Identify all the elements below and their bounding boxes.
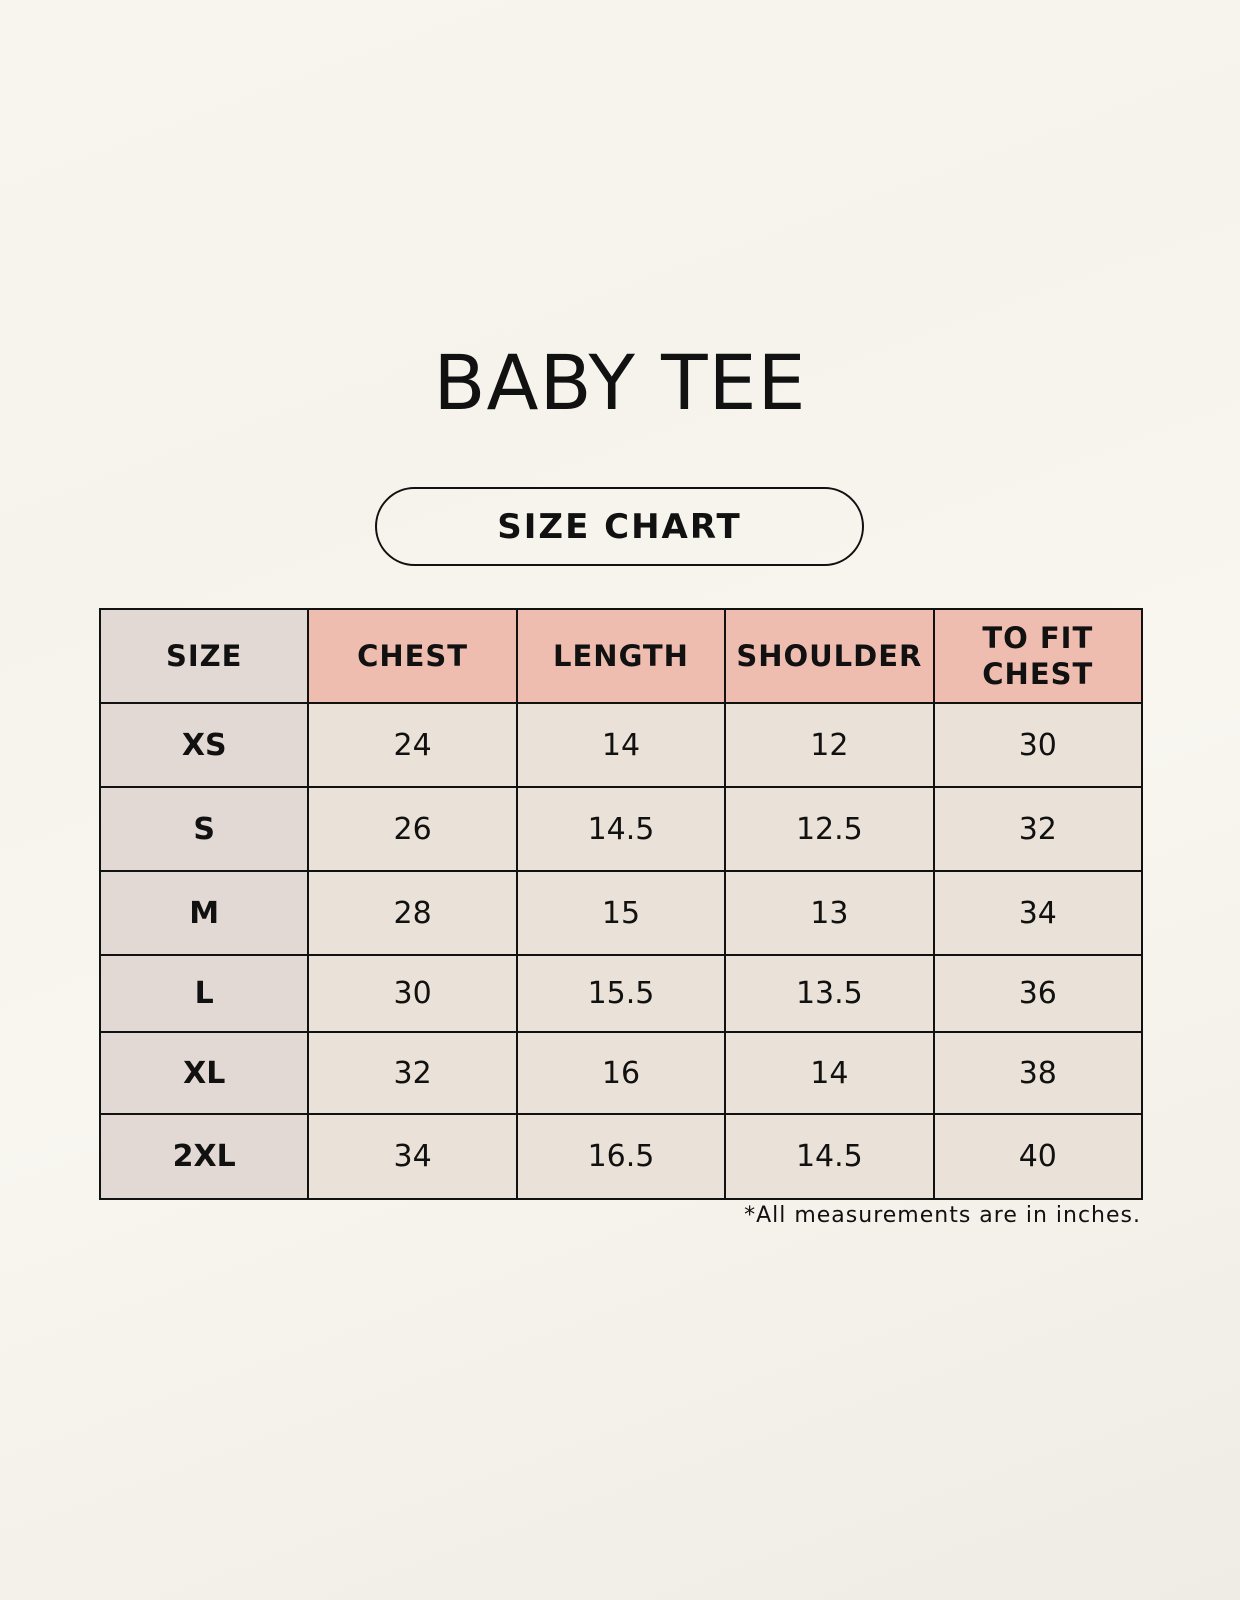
measurement-cell: 12 bbox=[724, 702, 935, 788]
header-chest: CHEST bbox=[307, 608, 518, 704]
measurement-cell: 34 bbox=[932, 870, 1144, 956]
size-cell: XL bbox=[98, 1031, 310, 1115]
measurement-cell: 30 bbox=[307, 954, 518, 1033]
measurement-cell: 38 bbox=[932, 1031, 1144, 1115]
size-cell: S bbox=[98, 786, 310, 872]
measurement-cell: 14 bbox=[724, 1031, 935, 1115]
size-table: SIZE CHEST LENGTH SHOULDER TO FIT CHEST … bbox=[98, 608, 1144, 1200]
table-row: L 30 15.5 13.5 36 bbox=[98, 954, 1144, 1033]
measurement-cell: 34 bbox=[307, 1113, 518, 1200]
measurement-cell: 32 bbox=[307, 1031, 518, 1115]
size-cell: XS bbox=[98, 702, 310, 788]
table-row: 2XL 34 16.5 14.5 40 bbox=[98, 1113, 1144, 1200]
header-row: SIZE CHEST LENGTH SHOULDER TO FIT CHEST bbox=[98, 608, 1144, 704]
measurement-cell: 13 bbox=[724, 870, 935, 956]
measurement-cell: 14.5 bbox=[724, 1113, 935, 1200]
table-row: S 26 14.5 12.5 32 bbox=[98, 786, 1144, 872]
measurement-cell: 14.5 bbox=[515, 786, 727, 872]
measurement-cell: 16 bbox=[515, 1031, 727, 1115]
measurement-cell: 30 bbox=[932, 702, 1144, 788]
table-row: XL 32 16 14 38 bbox=[98, 1031, 1144, 1115]
size-cell: L bbox=[98, 954, 310, 1033]
size-cell: M bbox=[98, 870, 310, 956]
header-shoulder: SHOULDER bbox=[724, 608, 935, 704]
measurement-cell: 13.5 bbox=[724, 954, 935, 1033]
header-to-fit-chest: TO FIT CHEST bbox=[932, 608, 1144, 704]
table-row: M 28 15 13 34 bbox=[98, 870, 1144, 956]
table-row: XS 24 14 12 30 bbox=[98, 702, 1144, 788]
measurement-cell: 14 bbox=[515, 702, 727, 788]
measurement-cell: 40 bbox=[932, 1113, 1144, 1200]
page-title: BABY TEE bbox=[433, 338, 807, 427]
footnote: *All measurements are in inches. bbox=[744, 1203, 1141, 1228]
measurement-cell: 26 bbox=[307, 786, 518, 872]
measurement-cell: 28 bbox=[307, 870, 518, 956]
measurement-cell: 15 bbox=[515, 870, 727, 956]
measurement-cell: 36 bbox=[932, 954, 1144, 1033]
measurement-cell: 15.5 bbox=[515, 954, 727, 1033]
measurement-cell: 24 bbox=[307, 702, 518, 788]
measurement-cell: 32 bbox=[932, 786, 1144, 872]
measurement-cell: 12.5 bbox=[724, 786, 935, 872]
size-cell: 2XL bbox=[98, 1113, 310, 1200]
measurement-cell: 16.5 bbox=[515, 1113, 727, 1200]
header-size: SIZE bbox=[98, 608, 310, 704]
size-chart-label: SIZE CHART bbox=[375, 487, 864, 566]
header-length: LENGTH bbox=[515, 608, 727, 704]
